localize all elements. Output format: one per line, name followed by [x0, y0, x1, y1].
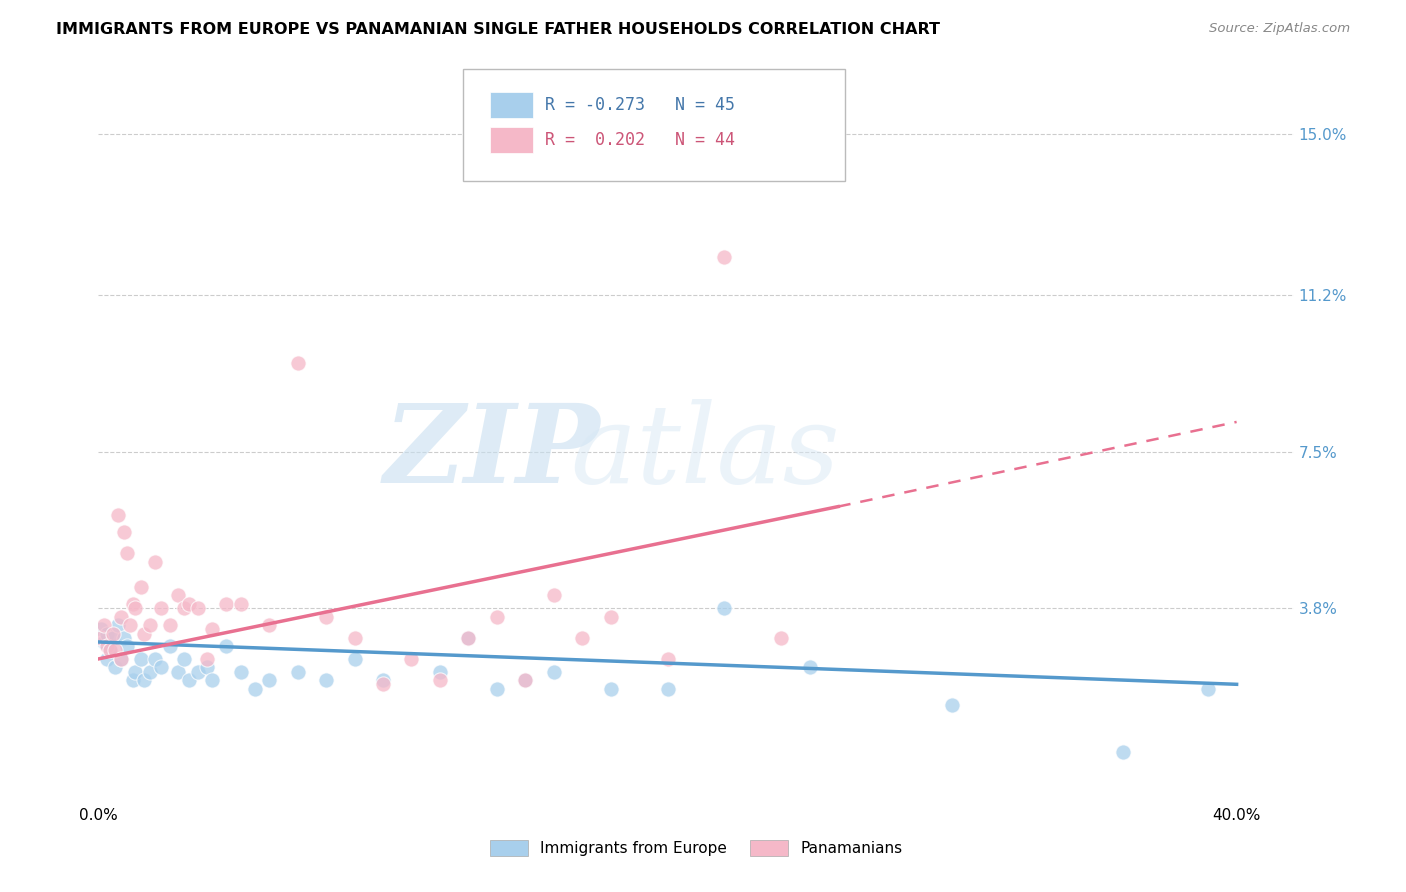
Point: [112, 524, 135, 539]
Point: [187, 665, 209, 679]
Point: [770, 631, 793, 645]
Point: [167, 589, 190, 603]
Point: [215, 597, 238, 611]
Point: [179, 597, 201, 611]
Point: [115, 546, 138, 560]
Point: [201, 673, 224, 687]
Point: [96, 652, 118, 666]
Point: [343, 652, 366, 666]
Point: [343, 631, 366, 645]
Point: [457, 631, 479, 645]
Point: [543, 665, 565, 679]
Point: [371, 677, 394, 691]
Point: [429, 673, 451, 687]
Point: [90, 622, 112, 636]
Point: [129, 580, 152, 594]
Point: [657, 652, 679, 666]
Point: [110, 652, 132, 666]
Point: [138, 665, 160, 679]
Point: [243, 681, 266, 696]
Point: [201, 622, 224, 636]
Point: [104, 643, 127, 657]
Point: [257, 673, 280, 687]
Point: [315, 673, 337, 687]
Point: [515, 673, 537, 687]
Text: Source: ZipAtlas.com: Source: ZipAtlas.com: [1209, 22, 1350, 36]
Point: [571, 631, 593, 645]
Point: [287, 356, 309, 370]
Point: [173, 652, 195, 666]
Point: [96, 639, 118, 653]
Point: [138, 618, 160, 632]
Point: [315, 609, 337, 624]
Point: [150, 660, 173, 674]
Point: [98, 643, 121, 657]
Point: [229, 665, 252, 679]
Point: [195, 652, 218, 666]
Legend: Immigrants from Europe, Panamanians: Immigrants from Europe, Panamanians: [484, 834, 908, 863]
Point: [112, 631, 135, 645]
Point: [110, 609, 132, 624]
FancyBboxPatch shape: [491, 92, 533, 118]
Text: R =  0.202   N = 44: R = 0.202 N = 44: [546, 131, 735, 149]
Text: ZIP: ZIP: [384, 399, 600, 507]
Point: [93, 635, 115, 649]
Point: [96, 626, 118, 640]
Point: [229, 597, 252, 611]
Point: [599, 681, 621, 696]
Point: [799, 660, 821, 674]
Point: [215, 639, 238, 653]
Point: [713, 250, 735, 264]
Point: [159, 639, 181, 653]
Point: [1197, 681, 1219, 696]
Point: [515, 673, 537, 687]
Point: [371, 673, 394, 687]
Point: [457, 631, 479, 645]
Point: [129, 652, 152, 666]
Point: [173, 601, 195, 615]
Point: [107, 508, 129, 522]
FancyBboxPatch shape: [491, 128, 533, 153]
Point: [159, 618, 181, 632]
Text: R = -0.273   N = 45: R = -0.273 N = 45: [546, 96, 735, 114]
Point: [150, 601, 173, 615]
Text: IMMIGRANTS FROM EUROPE VS PANAMANIAN SINGLE FATHER HOUSEHOLDS CORRELATION CHART: IMMIGRANTS FROM EUROPE VS PANAMANIAN SIN…: [56, 22, 941, 37]
Point: [93, 618, 115, 632]
Point: [143, 652, 166, 666]
Point: [485, 681, 508, 696]
Point: [110, 652, 132, 666]
Point: [90, 631, 112, 645]
Point: [941, 698, 963, 713]
Point: [101, 626, 124, 640]
Point: [124, 665, 146, 679]
Point: [287, 665, 309, 679]
Point: [187, 601, 209, 615]
Point: [107, 618, 129, 632]
Point: [167, 665, 190, 679]
Point: [104, 660, 127, 674]
Point: [143, 555, 166, 569]
Point: [195, 660, 218, 674]
Point: [713, 601, 735, 615]
FancyBboxPatch shape: [463, 70, 845, 181]
Point: [121, 673, 143, 687]
Point: [121, 597, 143, 611]
Point: [124, 601, 146, 615]
Text: atlas: atlas: [569, 399, 839, 507]
Point: [1112, 745, 1135, 759]
Point: [101, 631, 124, 645]
Point: [599, 609, 621, 624]
Point: [429, 665, 451, 679]
Point: [257, 618, 280, 632]
Point: [132, 673, 155, 687]
Point: [118, 618, 141, 632]
Point: [401, 652, 423, 666]
Point: [132, 626, 155, 640]
Point: [179, 673, 201, 687]
Point: [98, 643, 121, 657]
Point: [485, 609, 508, 624]
Point: [657, 681, 679, 696]
Point: [543, 589, 565, 603]
Point: [115, 639, 138, 653]
